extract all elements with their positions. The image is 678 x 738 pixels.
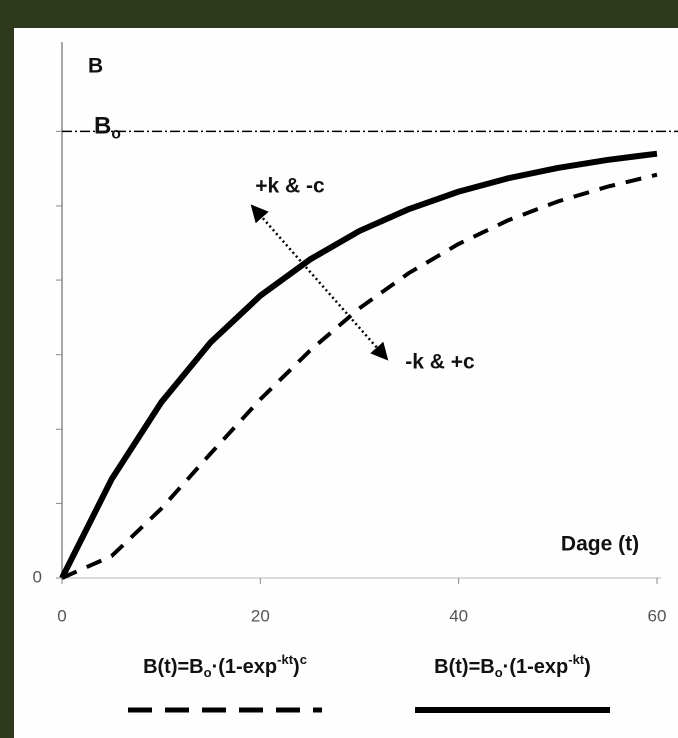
annotation: +k & -c [255,175,325,198]
x-tick-label: 40 [449,606,468,625]
series-line [61,172,658,580]
y-axis-label: B [88,55,103,78]
x-axis-label: Dage (t) [561,533,639,556]
label-part: c [300,652,307,667]
rich-label: B(t)=Bo·(1-exp-kt) [434,652,591,680]
label-part: ·(1-exp [212,656,278,678]
rich-label: Bo [94,113,121,143]
chart-area [14,28,678,738]
label-part: B(t)=B [434,656,495,678]
x-tick-label: 20 [251,606,270,625]
x-tick-label: 60 [648,606,667,625]
label-part: o [495,665,503,680]
label-part: B [94,113,111,140]
label-part: ) [584,656,591,678]
label-part: o [111,126,121,143]
y-tick-label: 0 [33,567,42,586]
label-part: B(t)=B [143,656,204,678]
annotation: -k & +c [405,351,475,374]
series-line [59,150,658,580]
arrow [250,204,389,361]
label-part: ) [293,656,300,678]
label-part: -kt [568,652,585,667]
rich-label: B(t)=Bo·(1-exp-kt)c [143,652,307,680]
label-part: o [204,665,212,680]
x-tick-label: 0 [57,606,66,625]
label-part: -kt [277,652,294,667]
label-part: ·(1-exp [503,656,569,678]
